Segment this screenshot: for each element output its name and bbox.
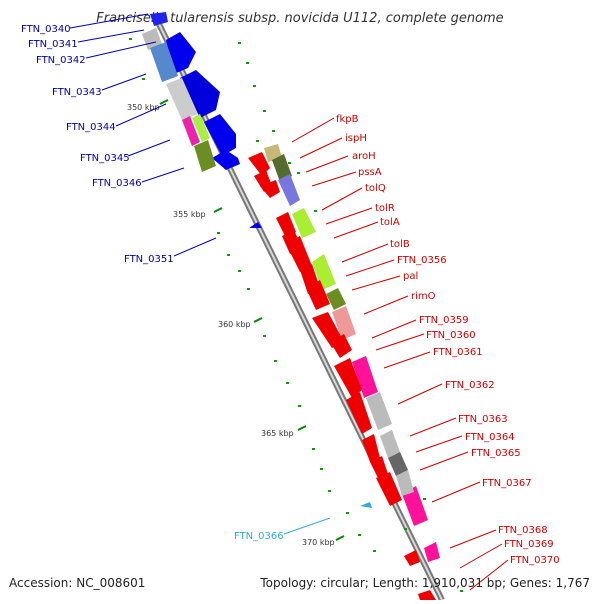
label-ftn-0345[interactable]: FTN_0345 [80,153,130,164]
accession-text: Accession: NC_008601 [9,576,145,590]
label-ftn-0365[interactable]: FTN_0365 [471,448,521,459]
label-ftn-0344[interactable]: FTN_0344 [66,122,116,133]
gene-rimo[interactable] [306,280,330,310]
gene-ftn-0364b[interactable] [362,434,380,462]
scale-label-355: 355 kbp [173,210,206,219]
gene-aroh[interactable] [272,154,292,182]
scale-label-350: 350 kbp [127,103,160,112]
left-strand-genes [142,12,262,228]
gene-ftn-0360[interactable] [332,306,356,340]
gene-ftn-0343[interactable] [180,70,220,118]
right-strand-genes [248,144,440,600]
right-leaders [291,117,509,591]
left-leaders [69,13,217,257]
gene-ftn-0345b[interactable] [192,114,210,142]
gene-ftn-0361[interactable] [330,334,352,358]
gene-ftn-0367b[interactable] [376,472,402,506]
gene-ftn-0351[interactable] [249,222,262,228]
label-ftn-0342[interactable]: FTN_0342 [36,55,86,66]
label-ftn-0351[interactable]: FTN_0351 [124,254,174,265]
gene-ftn-0363[interactable] [366,392,392,430]
label-tolb[interactable]: tolB [390,239,410,250]
gene-pssa-b[interactable] [278,174,300,206]
gene-ftn-0344[interactable] [204,114,236,156]
gene-ftn-0340[interactable] [150,12,168,26]
gene-isph[interactable] [248,152,270,176]
label-fkpb[interactable]: fkpB [336,114,359,125]
scale-label-365: 365 kbp [261,429,294,438]
label-pal[interactable]: pal [403,271,418,282]
gene-ftn-0345[interactable] [182,116,200,146]
label-ftn-0366[interactable]: FTN_0366 [234,531,284,542]
gene-ftn-0365b[interactable] [370,456,388,478]
left-gene-labels: FTN_0340 FTN_0341 FTN_0342 FTN_0343 FTN_… [21,24,174,265]
label-tolr[interactable]: tolR [375,203,395,214]
genome-title: Francisella tularensis subsp. novicida U… [96,11,503,26]
label-ftn-0369[interactable]: FTN_0369 [504,539,554,550]
label-ftn-0363[interactable]: FTN_0363 [458,414,508,425]
label-tola[interactable]: tolA [380,217,400,228]
label-tolq[interactable]: tolQ [365,183,386,194]
gene-ftn-0346[interactable] [212,150,240,170]
dot-track [129,38,463,592]
label-isph[interactable]: ispH [345,133,367,144]
label-aroh[interactable]: aroH [352,151,376,162]
gene-ftn-0365[interactable] [388,452,408,476]
scale-label-370: 370 kbp [302,538,335,547]
gene-ftn-0342b[interactable] [150,42,178,82]
label-ftn-0364[interactable]: FTN_0364 [465,432,515,443]
right-gene-labels: fkpB ispH aroH pssA tolQ tolR tolA tolB … [336,114,560,566]
label-rimo[interactable]: rimO [411,291,436,302]
gene-ftn-0364[interactable] [380,430,400,458]
label-ftn-0362[interactable]: FTN_0362 [445,380,495,391]
scale-label-360: 360 kbp [218,320,251,329]
gene-ftn-0370[interactable] [418,590,436,600]
label-ftn-0368[interactable]: FTN_0368 [498,525,548,536]
label-ftn-0343[interactable]: FTN_0343 [52,87,102,98]
label-ftn-0361[interactable]: FTN_0361 [433,347,483,358]
gene-ftn-0362[interactable] [352,356,378,398]
ftn-0366-leader [283,517,331,535]
gene-tolq[interactable] [260,180,280,198]
label-ftn-0359[interactable]: FTN_0359 [419,315,469,326]
label-ftn-0346[interactable]: FTN_0346 [92,178,142,189]
gene-ftn-0346b[interactable] [194,140,216,172]
label-ftn-0340[interactable]: FTN_0340 [21,24,71,35]
gene-ftn-0367c[interactable] [396,470,414,496]
label-pssa[interactable]: pssA [358,167,382,178]
gene-ftn-0366[interactable] [360,502,372,508]
scale-ticks [159,99,345,541]
genome-summary-text: Topology: circular; Length: 1,910,031 bp… [259,576,590,590]
gene-tolr[interactable] [292,208,316,238]
gene-ftn-0363b[interactable] [346,392,372,434]
label-ftn-0360[interactable]: FTN_0360 [426,330,476,341]
gene-rimo-b[interactable] [326,288,346,310]
label-ftn-0367[interactable]: FTN_0367 [482,478,532,489]
gene-ftn-0343b[interactable] [166,78,198,120]
gene-ftn-0368[interactable] [424,542,440,562]
label-ftn-0356[interactable]: FTN_0356 [397,255,447,266]
gene-ftn-0362b[interactable] [334,358,362,398]
gene-ftn-0369[interactable] [404,550,420,566]
gene-tolb[interactable] [286,236,312,272]
gene-ftn-0367[interactable] [402,486,428,526]
label-ftn-0341[interactable]: FTN_0341 [28,39,78,50]
label-ftn-0370[interactable]: FTN_0370 [510,555,560,566]
gene-ftn-0356[interactable] [312,254,336,290]
